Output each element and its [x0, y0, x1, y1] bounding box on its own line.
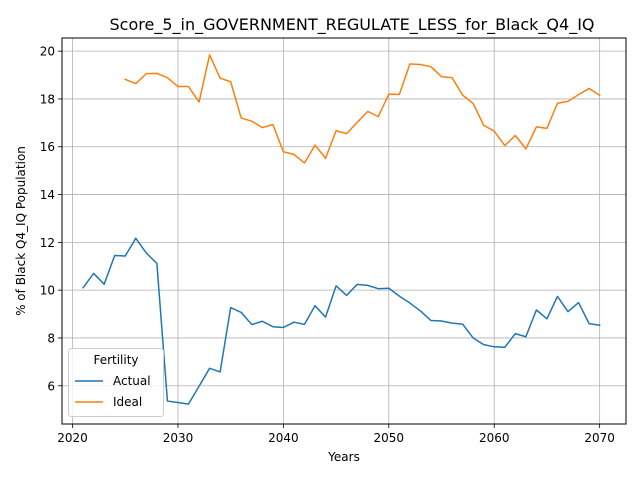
legend: Fertility Actual Ideal: [69, 349, 164, 417]
chart-title: Score_5_in_GOVERNMENT_REGULATE_LESS_for_…: [110, 15, 595, 35]
y-tick-label: 14: [40, 188, 55, 202]
legend-label-ideal: Ideal: [113, 395, 142, 409]
x-axis-label: Years: [327, 450, 360, 464]
x-tick-label: 2040: [268, 431, 299, 445]
x-tick-label: 2060: [479, 431, 510, 445]
y-tick-label: 10: [40, 284, 55, 298]
y-tick-label: 12: [40, 236, 55, 250]
x-tick-label: 2030: [163, 431, 194, 445]
y-tick-label: 18: [40, 92, 55, 106]
y-tick-label: 6: [47, 379, 55, 393]
y-tick-label: 16: [40, 140, 55, 154]
x-tick-label: 2020: [57, 431, 88, 445]
x-tick-label: 2070: [584, 431, 615, 445]
y-axis-label: % of Black Q4_IQ Population: [14, 146, 28, 316]
legend-title: Fertility: [93, 353, 138, 367]
y-tick-label: 8: [47, 331, 55, 345]
y-tick-label: 20: [40, 45, 55, 59]
legend-label-actual: Actual: [113, 374, 151, 388]
x-tick-label: 2050: [374, 431, 405, 445]
